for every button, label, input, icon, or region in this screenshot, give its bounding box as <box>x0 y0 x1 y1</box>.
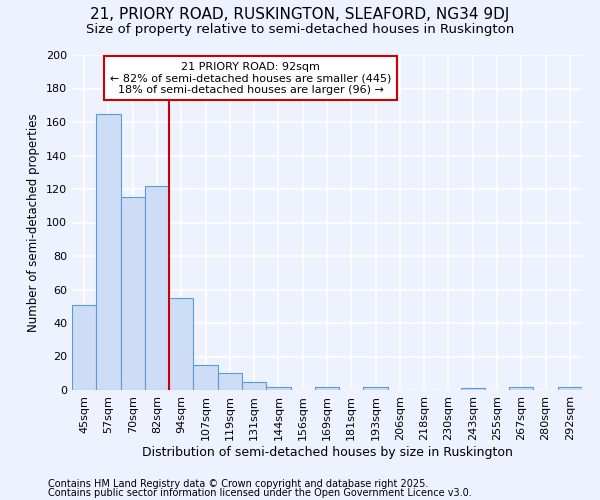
Bar <box>242 382 266 390</box>
Bar <box>169 298 193 390</box>
Bar <box>266 386 290 390</box>
Bar <box>218 373 242 390</box>
Text: Size of property relative to semi-detached houses in Ruskington: Size of property relative to semi-detach… <box>86 22 514 36</box>
Bar <box>121 198 145 390</box>
Bar <box>364 386 388 390</box>
Text: 21 PRIORY ROAD: 92sqm
← 82% of semi-detached houses are smaller (445)
18% of sem: 21 PRIORY ROAD: 92sqm ← 82% of semi-deta… <box>110 62 391 95</box>
Bar <box>145 186 169 390</box>
Text: 21, PRIORY ROAD, RUSKINGTON, SLEAFORD, NG34 9DJ: 21, PRIORY ROAD, RUSKINGTON, SLEAFORD, N… <box>91 8 509 22</box>
Bar <box>193 365 218 390</box>
X-axis label: Distribution of semi-detached houses by size in Ruskington: Distribution of semi-detached houses by … <box>142 446 512 458</box>
Bar <box>96 114 121 390</box>
Text: Contains HM Land Registry data © Crown copyright and database right 2025.: Contains HM Land Registry data © Crown c… <box>48 479 428 489</box>
Text: Contains public sector information licensed under the Open Government Licence v3: Contains public sector information licen… <box>48 488 472 498</box>
Bar <box>315 386 339 390</box>
Y-axis label: Number of semi-detached properties: Number of semi-detached properties <box>28 113 40 332</box>
Bar <box>509 386 533 390</box>
Bar <box>558 386 582 390</box>
Bar <box>461 388 485 390</box>
Bar <box>72 304 96 390</box>
